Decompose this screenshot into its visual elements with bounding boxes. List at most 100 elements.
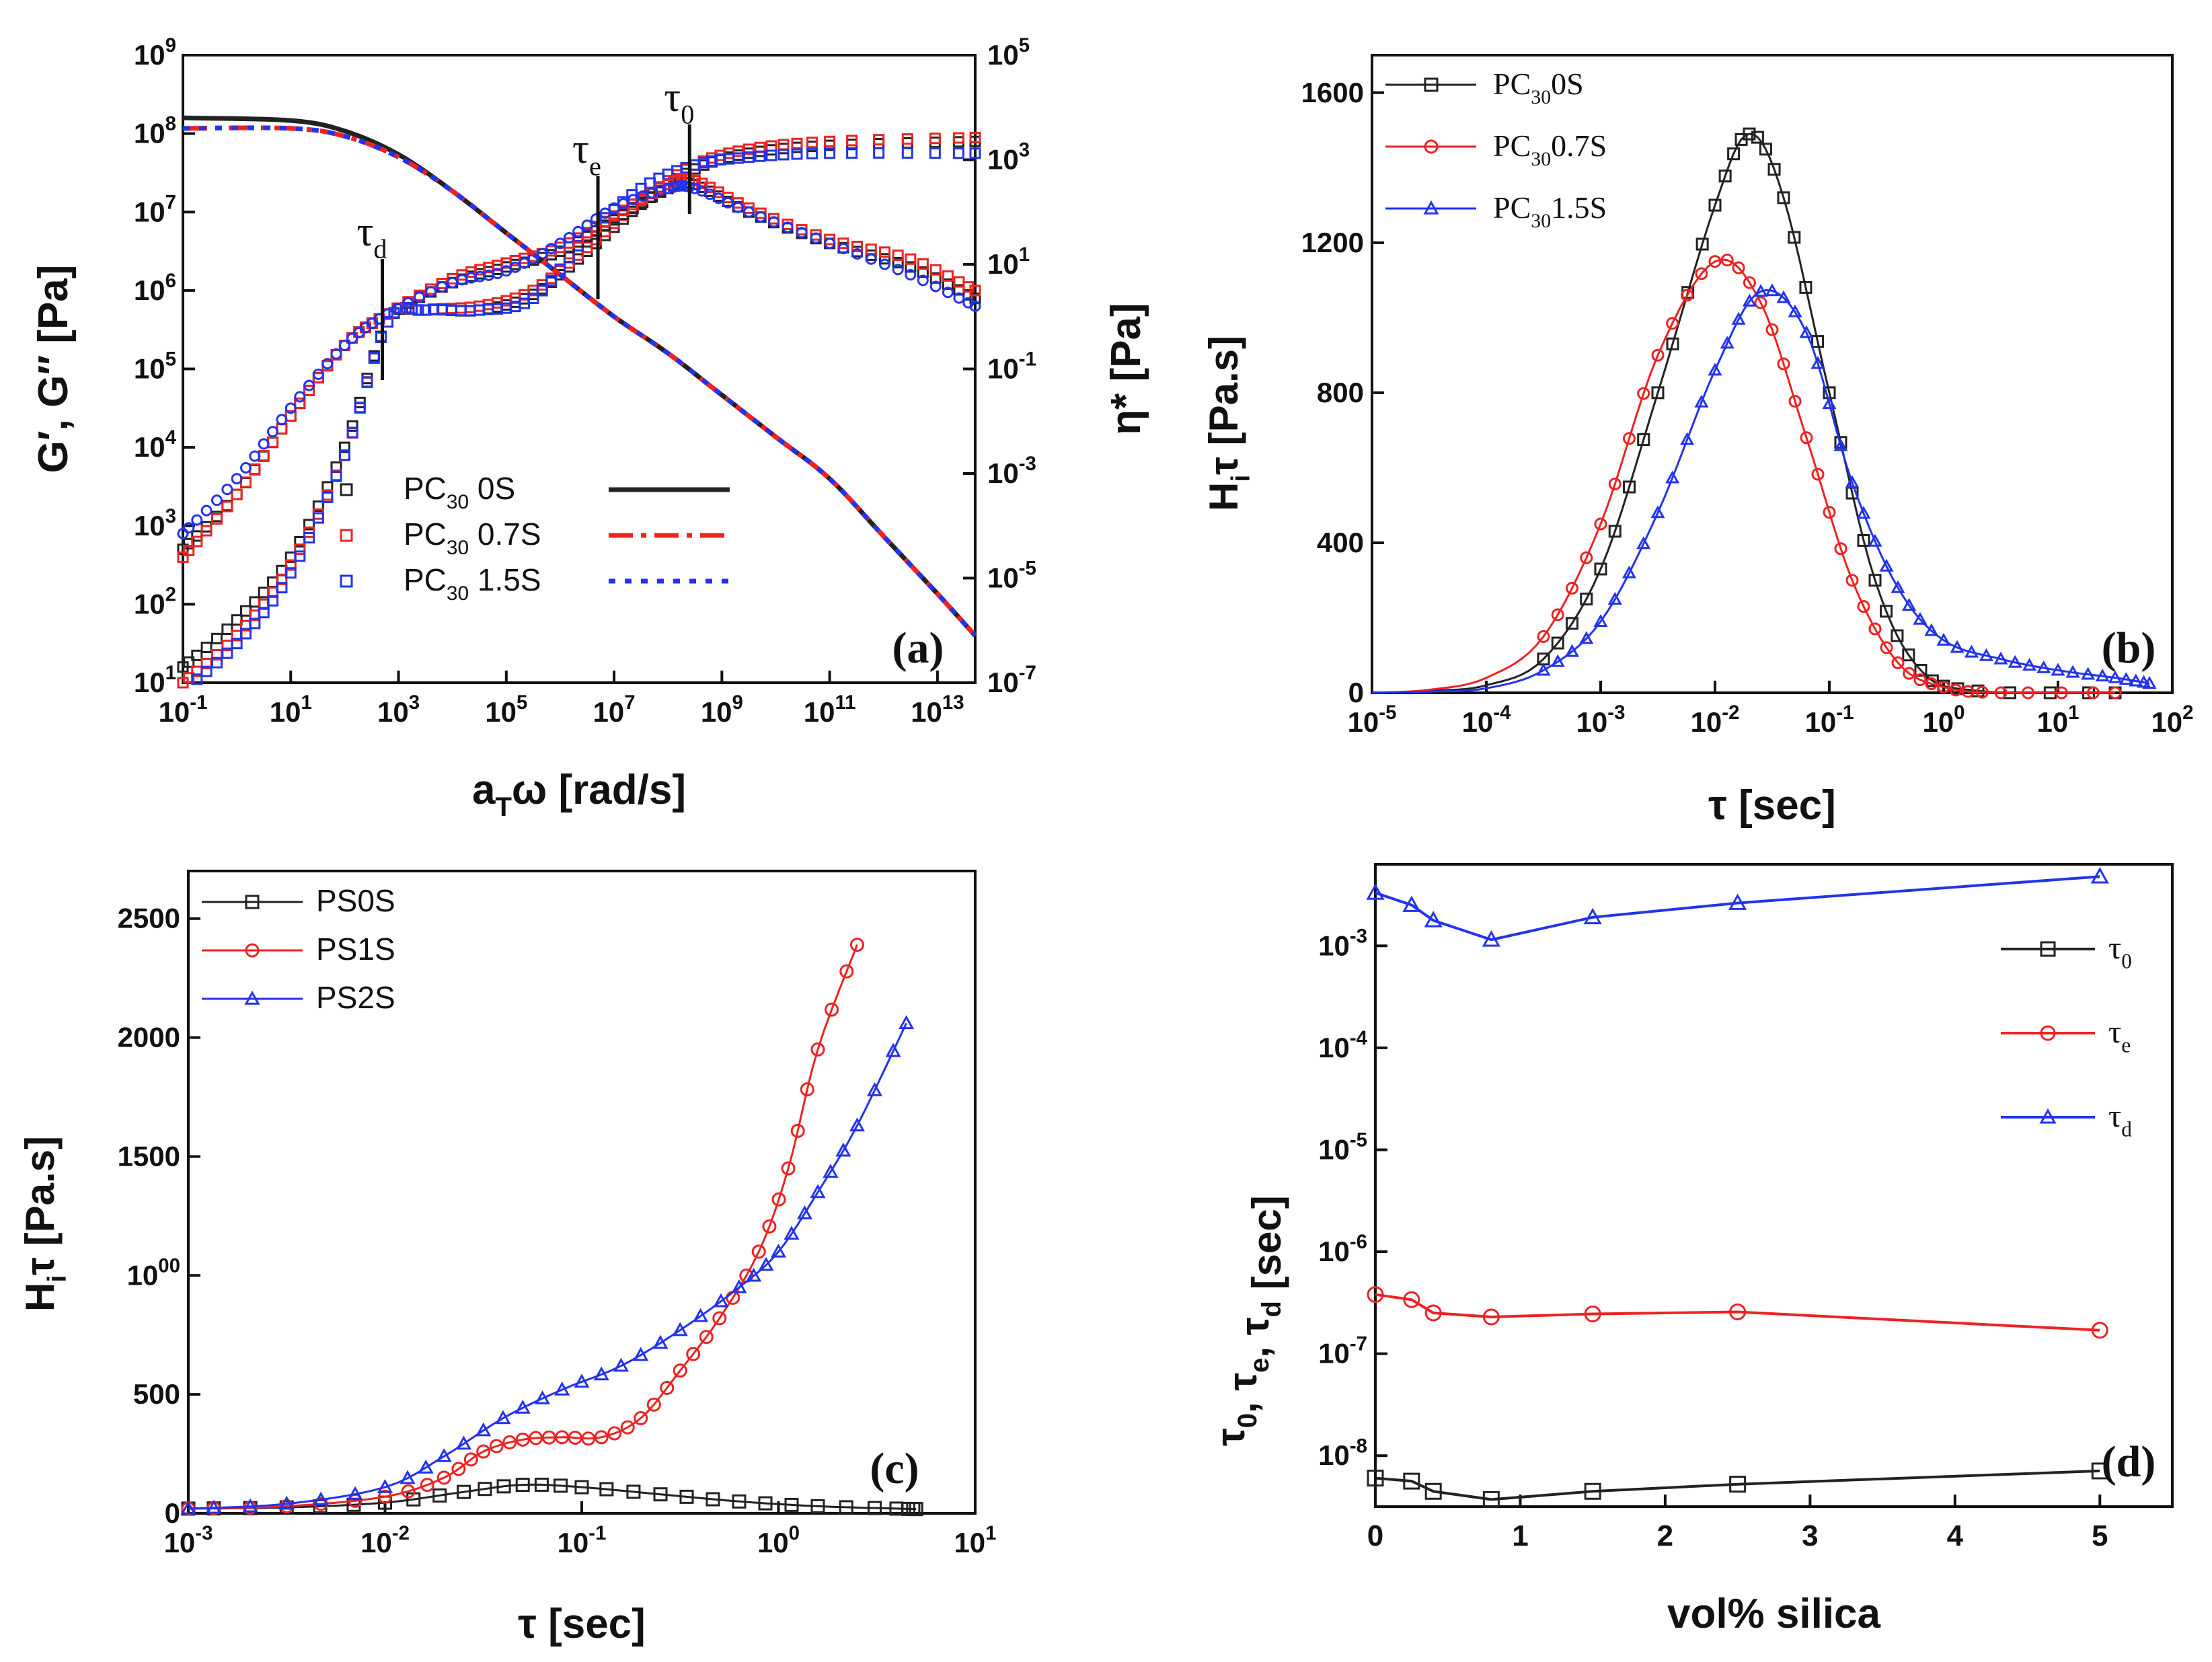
- data-point: [1651, 386, 1665, 400]
- data-point: [929, 133, 941, 145]
- data-point: [742, 143, 755, 155]
- data-point: [781, 1161, 796, 1176]
- y-tick-label: 500: [133, 1378, 180, 1410]
- data-point: [837, 237, 849, 250]
- data-point: [1608, 478, 1622, 491]
- data-point: [231, 638, 243, 650]
- y-tick-label: 10-6: [1318, 1231, 1367, 1267]
- data-point: [879, 258, 891, 270]
- data-point: [200, 525, 213, 537]
- legend-marker: [1423, 200, 1439, 215]
- data-point: [368, 352, 380, 364]
- data-point: [1765, 283, 1780, 297]
- data-point: [581, 1431, 596, 1446]
- data-point: [211, 513, 223, 525]
- data-point: [866, 1082, 883, 1096]
- legend-label: PC30 0S: [404, 471, 515, 513]
- data-point: [770, 1243, 787, 1258]
- data-point: [258, 438, 270, 450]
- data-point: [1594, 562, 1607, 576]
- data-point: [1482, 1308, 1500, 1326]
- data-point: [969, 131, 981, 143]
- x-tick-label: 105: [485, 691, 527, 728]
- data-point: [1810, 356, 1825, 369]
- data-point: [646, 1397, 661, 1412]
- data-point: [849, 1117, 866, 1132]
- data-point: [1636, 536, 1651, 550]
- panel-label: (b): [2102, 624, 2156, 673]
- y-tick-label: 10-3: [1318, 925, 1367, 961]
- data-point: [478, 1482, 492, 1497]
- y-tick-label: 10-7: [1318, 1333, 1367, 1369]
- data-point: [873, 147, 885, 159]
- data-point: [917, 274, 929, 287]
- y-axis-label: Hiτ [Pa.s]: [1201, 336, 1256, 511]
- data-point: [742, 151, 755, 163]
- y-tick-label: 10-4: [1318, 1027, 1368, 1063]
- y-tick-label: 800: [1317, 377, 1364, 408]
- data-point: [278, 1495, 295, 1510]
- eta-line: [182, 125, 977, 638]
- data-point: [279, 1499, 294, 1513]
- data-point: [712, 1311, 727, 1326]
- data-point: [347, 1486, 363, 1501]
- data-point: [800, 1082, 814, 1097]
- data-point: [607, 1426, 622, 1441]
- data-point: [791, 148, 803, 160]
- data-point: [1402, 895, 1421, 912]
- data-point: [455, 302, 467, 314]
- series-PC30-0-7S: [1371, 254, 2122, 700]
- series-PC30-0-7S-: [182, 125, 977, 638]
- data-point: [464, 301, 476, 313]
- data-point: [705, 1492, 720, 1507]
- series-line: [188, 1022, 907, 1510]
- data-point: [660, 1380, 675, 1395]
- data-point: [746, 1267, 762, 1282]
- data-point: [1623, 480, 1636, 494]
- x-tick-label: 101: [270, 691, 312, 728]
- data-point: [495, 1410, 511, 1425]
- data-point: [699, 1330, 714, 1345]
- data-point: [679, 1489, 694, 1504]
- y2-tick-label: 10-3: [987, 453, 1036, 489]
- data-point: [742, 206, 755, 218]
- data-point: [527, 293, 539, 305]
- data-point: [276, 573, 288, 585]
- data-point: [1637, 387, 1650, 400]
- data-point: [554, 1478, 568, 1493]
- x-tick-label: 1011: [804, 691, 856, 728]
- data-point: [879, 253, 891, 265]
- data-point: [1913, 611, 1928, 625]
- data-point: [455, 1435, 472, 1450]
- data-point: [563, 232, 575, 244]
- data-point: [731, 1279, 747, 1293]
- data-point: [200, 665, 213, 677]
- data-point: [969, 300, 981, 312]
- data-point: [1622, 565, 1637, 578]
- data-point: [851, 240, 864, 252]
- data-point: [1751, 130, 1764, 144]
- data-point: [191, 649, 203, 661]
- data-point: [1891, 656, 1905, 669]
- data-point: [2086, 686, 2100, 700]
- data-point: [200, 504, 213, 517]
- eta-line: [182, 125, 977, 638]
- data-point: [221, 484, 233, 496]
- data-point: [732, 1494, 747, 1509]
- data-point: [732, 201, 744, 213]
- data-point: [294, 543, 306, 556]
- data-point: [267, 436, 279, 448]
- data-point: [1759, 143, 1772, 156]
- data-point: [686, 1347, 701, 1361]
- legend-marker: [1424, 77, 1439, 92]
- plot-frame: [1374, 863, 2174, 1508]
- data-point: [200, 642, 213, 654]
- x-tick-label: 10-1: [159, 691, 208, 728]
- data-point: [464, 305, 476, 317]
- data-point: [1695, 237, 1709, 251]
- data-point: [258, 607, 270, 619]
- data-point: [346, 332, 358, 344]
- data-point: [613, 1357, 630, 1372]
- data-point: [1742, 293, 1757, 307]
- data-point: [1681, 289, 1694, 302]
